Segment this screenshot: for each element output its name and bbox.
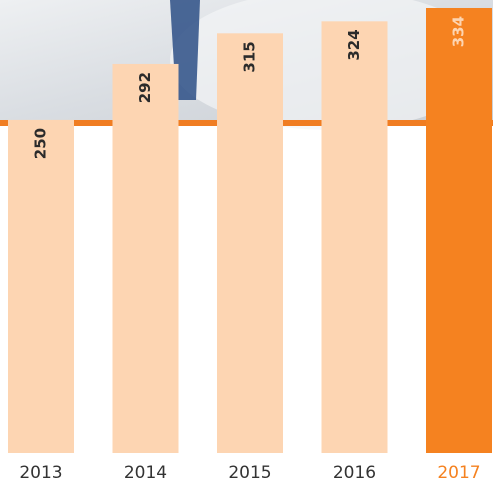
chart: 250 2013 292 2014 315 2015 324 2016 334 2017 [0,0,493,494]
value-label: 292 [136,72,154,103]
value-label: 324 [345,29,363,60]
value-label: 334 [450,16,468,47]
bar [426,8,492,453]
value-label: 250 [32,128,50,159]
x-tick-label: 2016 [333,463,376,483]
bar [8,120,74,453]
value-label: 315 [241,41,259,72]
x-tick-label: 2014 [124,463,167,483]
x-tick-label: 2015 [228,463,271,483]
bar [322,21,388,453]
x-tick-label: 2017 [437,463,480,483]
x-tick-label: 2013 [19,463,62,483]
bar [113,64,179,453]
bar [217,33,283,453]
page: {"chart_data": {"type": "bar", "categori… [0,0,493,494]
